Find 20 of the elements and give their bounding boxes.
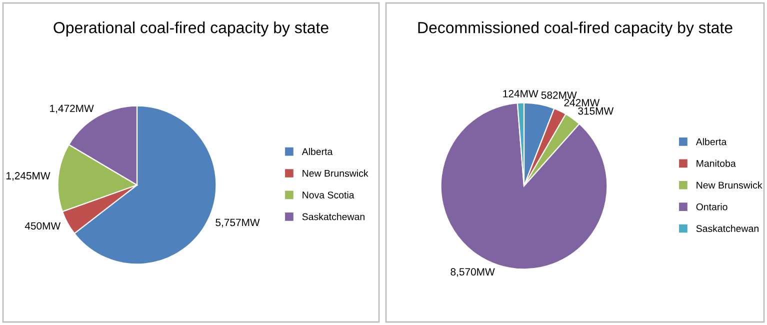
chart-title: Decommissioned coal-fired capacity by state	[418, 22, 732, 36]
legend-label: Alberta	[696, 138, 727, 146]
data-label: 582MW	[541, 91, 577, 99]
data-label: 5,757MW	[216, 218, 260, 228]
legend-label: Manitoba	[696, 160, 736, 167]
data-label: 8,570MW	[450, 268, 495, 277]
data-label: 1,472MW	[50, 104, 94, 114]
legend-label: New Brunswick	[696, 181, 762, 189]
legend-label: Ontario	[696, 203, 728, 210]
chart-title: Operational coal-fired capacity by state	[54, 22, 328, 36]
legend-label: Saskatchewan	[302, 213, 364, 220]
data-label: 242MW	[564, 98, 600, 106]
data-label: 124MW	[503, 90, 538, 98]
data-label: 315MW	[578, 107, 614, 115]
legend-label: Alberta	[302, 148, 333, 156]
legend-label: New Brunswick	[302, 170, 368, 177]
legend-label: Nova Scotia	[302, 191, 354, 198]
legend-label: Saskatchewan	[696, 224, 758, 232]
data-label: 450MW	[24, 222, 61, 230]
data-label: 1,245MW	[6, 172, 50, 181]
